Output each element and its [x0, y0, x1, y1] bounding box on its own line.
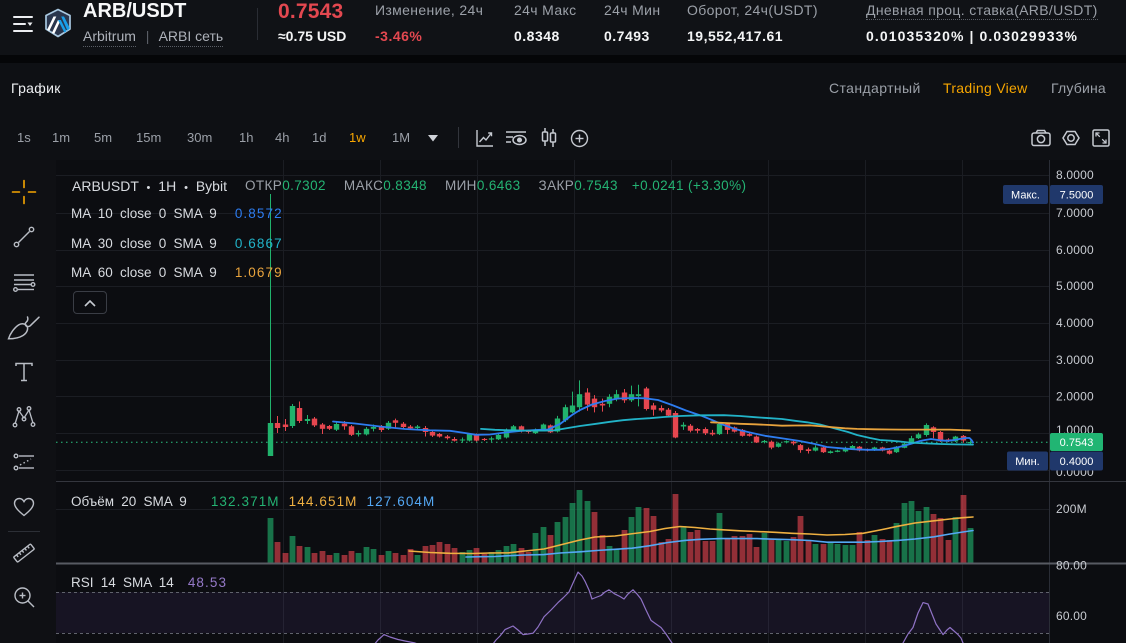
svg-text:2.0000: 2.0000 [1056, 390, 1094, 404]
svg-text:200M: 200M [1056, 502, 1087, 516]
svg-text:0.7543: 0.7543 [1060, 437, 1094, 449]
svg-text:0.4000: 0.4000 [1060, 456, 1094, 468]
svg-text:Мин.: Мин. [1015, 456, 1039, 468]
svg-text:4.0000: 4.0000 [1056, 316, 1094, 330]
svg-text:7.0000: 7.0000 [1056, 206, 1094, 220]
svg-text:7.5000: 7.5000 [1060, 190, 1094, 202]
svg-text:5.0000: 5.0000 [1056, 279, 1094, 293]
svg-text:8.0000: 8.0000 [1056, 168, 1094, 182]
svg-text:80.00: 80.00 [1056, 559, 1087, 573]
svg-text:6.0000: 6.0000 [1056, 243, 1094, 257]
svg-text:3.0000: 3.0000 [1056, 353, 1094, 367]
svg-text:60.00: 60.00 [1056, 609, 1087, 623]
svg-text:Макс.: Макс. [1011, 190, 1040, 202]
